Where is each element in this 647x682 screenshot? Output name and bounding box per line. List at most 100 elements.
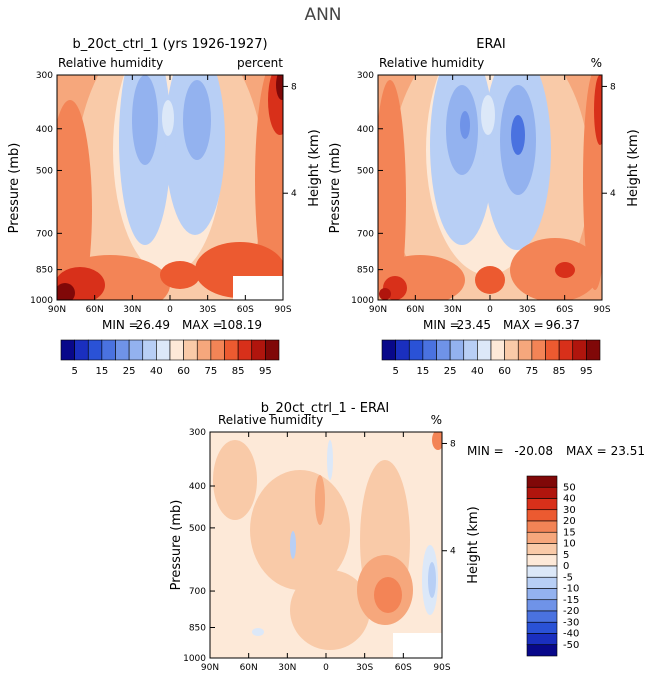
panel-model-max: 108.19 (220, 318, 262, 332)
panel-obs-ytick-label: 700 (357, 229, 374, 239)
colorbar-swatch (490, 339, 505, 361)
panel-diff: b_20ct_ctrl_1 - ERAI Relative humidity %… (169, 401, 645, 673)
panel-model-subtitle: Relative humidity (58, 56, 163, 70)
panel-diff-ytick-label: 400 (189, 482, 206, 492)
colorbar-swatch (436, 339, 451, 361)
panel-model-ytick-label: 500 (36, 166, 53, 176)
panel-model-ytick-label: 850 (36, 266, 53, 276)
colorbar-tick-label: 20 (563, 516, 576, 527)
panel-model-ytick-label: 1000 (30, 296, 53, 306)
panel-diff-ytick-label: 1000 (183, 654, 206, 664)
panel-diff-max-label: MAX = (566, 444, 607, 458)
colorbar-swatch (526, 554, 558, 567)
panel-model-units: percent (237, 56, 283, 70)
colorbar-tick-label: 60 (177, 366, 190, 377)
panel-diff-xtick-label: 60S (395, 663, 412, 673)
colorbar-tick-label: -15 (563, 595, 579, 606)
panel-diff-ytick-label: 850 (189, 623, 206, 633)
panel-model-ytick-label: 700 (36, 229, 53, 239)
panel-obs-min: 23.45 (457, 318, 491, 332)
colorbar-swatch (545, 339, 560, 361)
colorbar-swatch (224, 339, 239, 361)
colorbar-swatch (74, 339, 89, 361)
panel-obs-xtick-label: 0 (487, 305, 493, 315)
colorbar-swatch (526, 520, 558, 533)
panel-model: b_20ct_ctrl_1 (yrs 1926-1927) Relative h… (7, 37, 322, 332)
panel-model-xtick-label: 90N (48, 305, 66, 315)
panel-model-field (57, 75, 283, 300)
colorbar-swatch (558, 339, 574, 361)
colorbar-swatch (128, 339, 144, 361)
panel-obs-y2tick-label: 8 (610, 82, 616, 92)
colorbar-tick-label: -50 (563, 640, 579, 651)
colorbar-swatch (526, 588, 558, 601)
colorbar-swatch (422, 339, 437, 361)
colorbar-tick-label: 30 (563, 505, 576, 516)
colorbar-swatch (526, 621, 558, 634)
panel-diff-y2label: Height (km) (466, 506, 481, 583)
panel-obs-field (378, 75, 602, 300)
colorbar-tick-label: 25 (444, 366, 457, 377)
panel-model-xtick-label: 0 (167, 305, 173, 315)
panel-diff-min-label: MIN = (467, 444, 504, 458)
colorbar-swatch (196, 339, 212, 361)
colorbar-swatch (408, 339, 424, 361)
colorbar-tick-label: 75 (205, 366, 218, 377)
panel-model-min-label: MIN = (102, 318, 139, 332)
colorbar-tick-label: 10 (563, 539, 576, 550)
panel-obs-max: 96.37 (546, 318, 580, 332)
panel-obs-xtick-label: 60S (556, 305, 573, 315)
colorbar-swatch (395, 339, 410, 361)
panel-obs-title: ERAI (476, 37, 505, 52)
colorbar-tick-label: -30 (563, 617, 579, 628)
panel-obs-xtick-label: 30S (519, 305, 536, 315)
colorbar-tick-label: 5 (563, 550, 569, 561)
colorbar-tick-label: 95 (580, 366, 593, 377)
colorbar-swatch (526, 599, 558, 612)
panel-model-y2tick-label: 8 (291, 82, 297, 92)
panel-obs-subtitle: Relative humidity (379, 56, 484, 70)
colorbar-swatch (517, 339, 533, 361)
panel-model-max-label: MAX = (182, 318, 223, 332)
panel-model-ylabel: Pressure (mb) (7, 143, 22, 234)
colorbar-tick-label: 25 (123, 366, 136, 377)
colorbar-swatch (526, 486, 558, 499)
panel-obs-ytick-label: 300 (357, 71, 374, 81)
colorbar-tick-label: 15 (563, 527, 576, 538)
colorbar-swatch (265, 339, 280, 361)
colorbar-swatch (156, 339, 171, 361)
colorbar-swatch (586, 339, 601, 361)
panel-obs-y2label: Height (km) (626, 129, 641, 206)
panel-diff-y2tick-label: 4 (450, 547, 456, 557)
panel-diff-title: b_20ct_ctrl_1 - ERAI (261, 401, 389, 416)
colorbar-swatch (381, 339, 396, 361)
colorbar-swatch (142, 339, 157, 361)
colorbar-model: 5 15 25 40 60 75 85 95 (60, 339, 280, 377)
colorbar-tick-label: 60 (498, 366, 511, 377)
panel-diff-xtick-label: 0 (323, 663, 329, 673)
colorbar-swatch (251, 339, 266, 361)
panel-obs-ytick-label: 500 (357, 166, 374, 176)
colorbar-swatch (526, 644, 558, 657)
panel-diff-ylabel: Pressure (mb) (169, 500, 184, 591)
panel-diff-xtick-label: 90N (201, 663, 219, 673)
colorbar-swatch (60, 339, 75, 361)
panel-diff-min: -20.08 (514, 444, 553, 458)
colorbar-tick-label: 50 (563, 482, 576, 493)
colorbar-tick-label: 5 (71, 366, 77, 377)
panel-model-title: b_20ct_ctrl_1 (yrs 1926-1927) (72, 37, 267, 52)
colorbar-tick-label: 0 (563, 561, 569, 572)
panel-obs-ytick-label: 400 (357, 125, 374, 135)
colorbar-tick-label: 85 (553, 366, 566, 377)
colorbar-tick-label: -10 (563, 584, 579, 595)
colorbar-swatch (449, 339, 465, 361)
panel-obs: ERAI Relative humidity % 90N 60N 30N 0 30S 6 (328, 37, 641, 332)
panel-diff-xtick-label: 30N (278, 663, 296, 673)
colorbar-swatch (526, 543, 558, 556)
colorbar-tick-label: 15 (96, 366, 109, 377)
panel-obs-xtick-label: 30N (444, 305, 462, 315)
colorbar-tick-label: -5 (563, 572, 573, 583)
panel-obs-ylabel: Pressure (mb) (328, 143, 343, 234)
panel-diff-xtick-label: 30S (356, 663, 373, 673)
